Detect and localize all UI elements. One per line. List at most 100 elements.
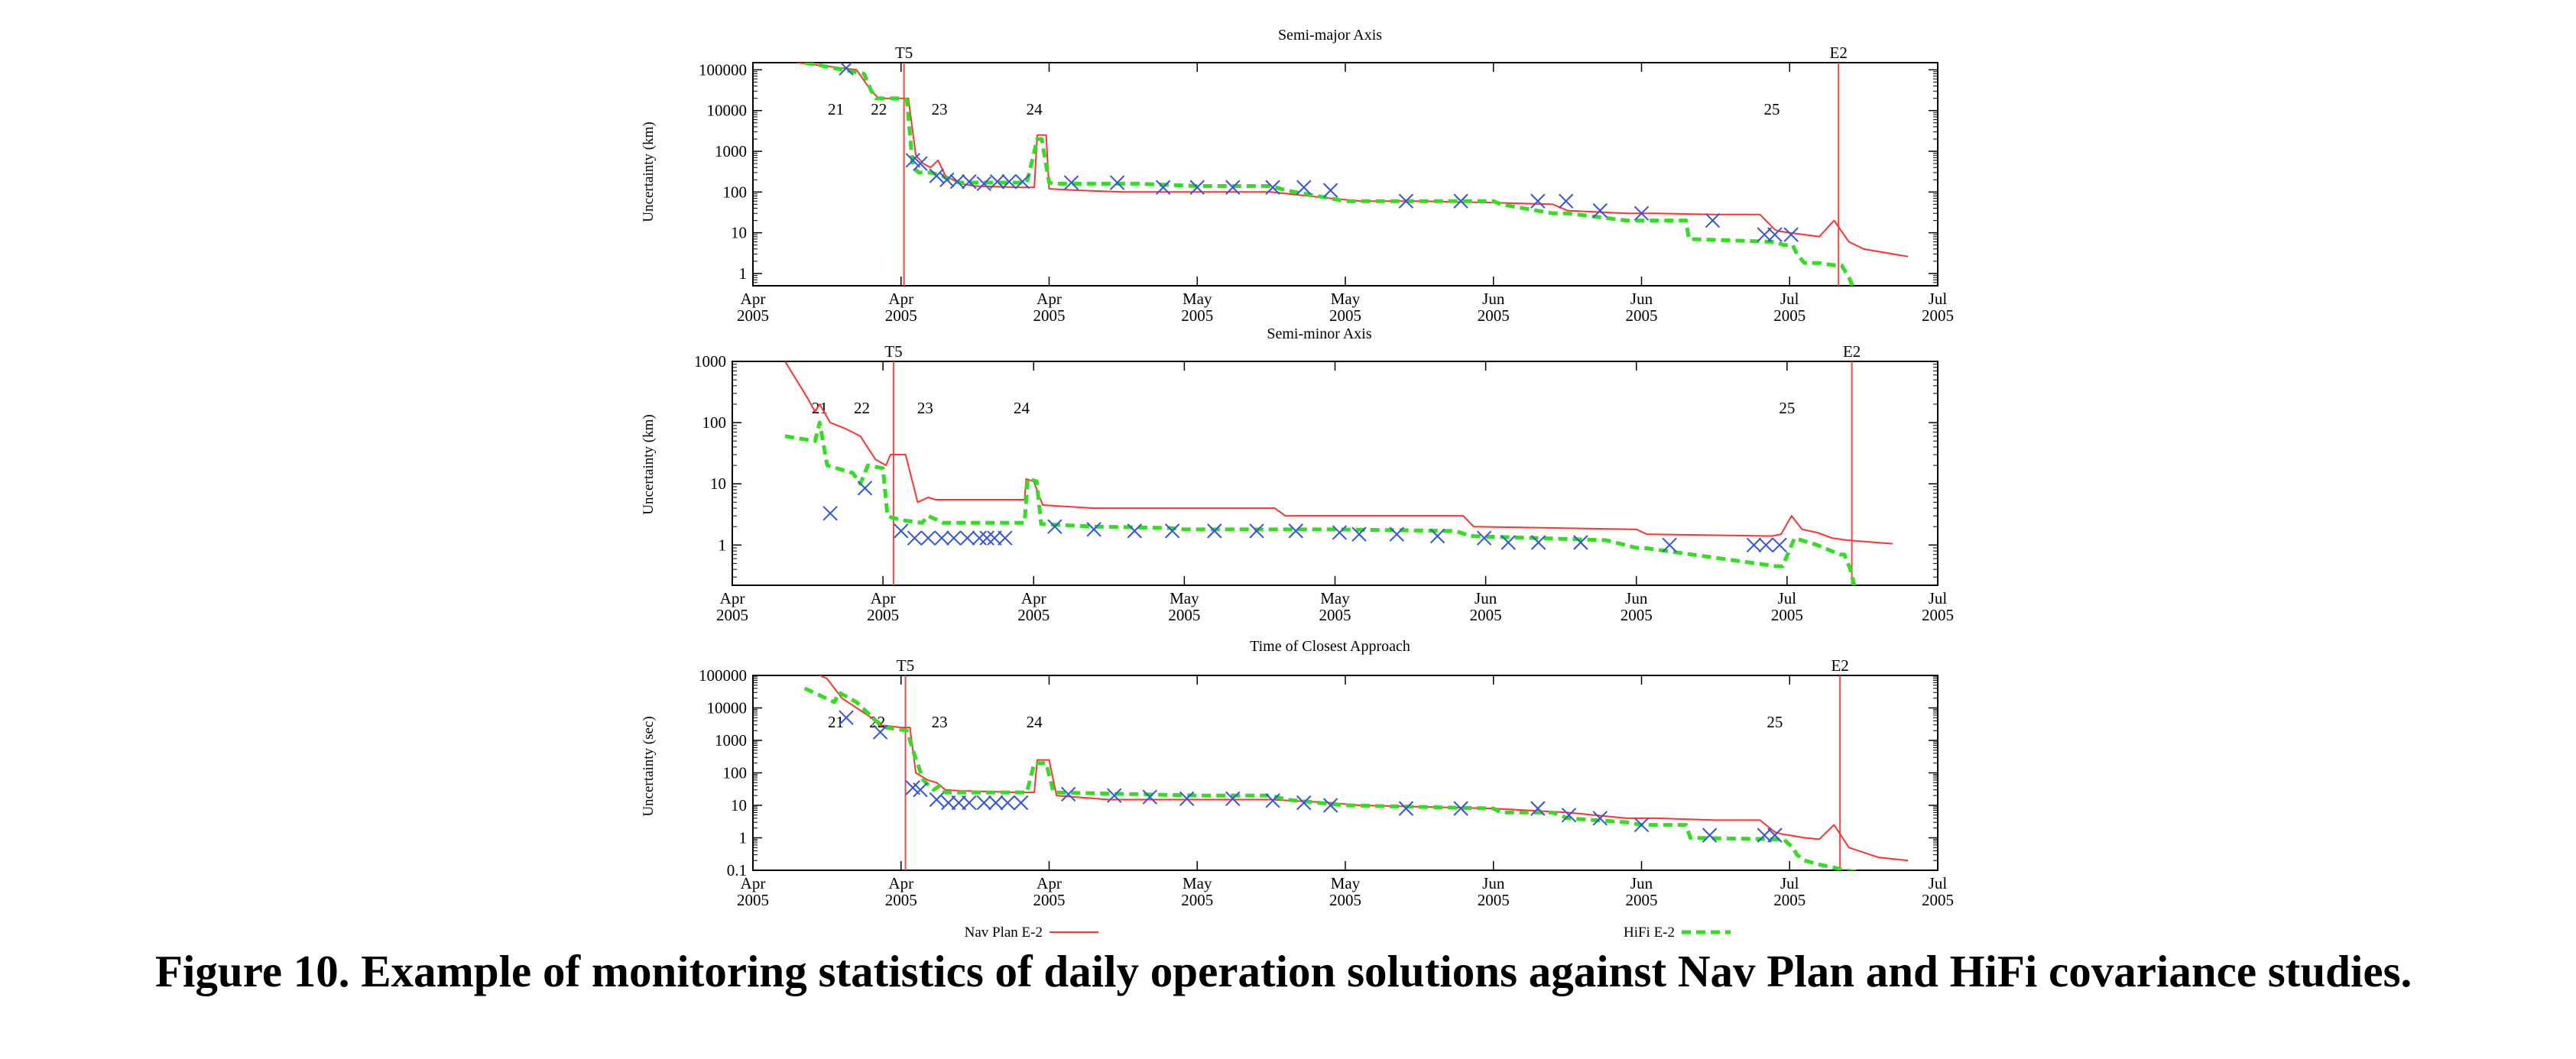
x-tick-label-year: 2005 [1922, 606, 1954, 624]
x-tick-label-year: 2005 [1329, 306, 1361, 325]
daily-solution-marker [998, 530, 1013, 546]
x-tick-label-year: 2005 [1033, 306, 1066, 325]
daily-solution-marker [1758, 537, 1773, 553]
encounter-label: 25 [1767, 713, 1783, 731]
legend-label-hifi: HiFi E-2 [1624, 925, 1675, 941]
daily-solution-marker [1662, 537, 1677, 553]
x-tick-label-year: 2005 [1771, 606, 1803, 624]
daily-solution-marker [1702, 827, 1718, 843]
x-tick-label-year: 2005 [1319, 606, 1351, 624]
x-tick-label-month: May [1320, 589, 1350, 607]
event-label-e2: E2 [1831, 656, 1848, 675]
y-tick-label: 10 [731, 224, 747, 242]
plot-frame [732, 361, 1938, 586]
daily-solution-marker [1000, 795, 1015, 811]
daily-solution-marker [1429, 528, 1445, 544]
daily-solution-marker [1757, 227, 1773, 242]
daily-solution-marker [1530, 535, 1546, 550]
event-label-e2: E2 [1830, 44, 1848, 62]
encounter-label: 24 [1027, 100, 1043, 118]
y-tick-label: 10000 [707, 699, 748, 717]
x-tick-label-month: Jun [1630, 290, 1653, 308]
daily-solution-marker [1453, 193, 1468, 209]
hifi-series-line [804, 63, 1855, 286]
encounter-label: 23 [917, 399, 933, 417]
daily-solution-marker [1107, 788, 1122, 803]
daily-solution-marker [1757, 827, 1773, 843]
daily-solution-marker [1322, 183, 1338, 198]
nav-plan-series-line [784, 361, 1893, 545]
daily-solution-marker [1772, 537, 1787, 553]
daily-solution-marker [839, 710, 854, 726]
daily-solution-marker [1322, 798, 1338, 813]
plot-area-1: 110100100010000100000Apr2005Apr2005Apr20… [699, 44, 1954, 325]
x-tick-label-year: 2005 [1181, 306, 1213, 325]
x-tick-label-month: Apr [741, 290, 766, 308]
daily-solution-marker [1398, 193, 1414, 209]
x-tick-label-year: 2005 [867, 606, 899, 624]
daily-solution-marker [894, 523, 909, 539]
x-tick-label-month: Jun [1475, 589, 1497, 607]
event-label-t5: T5 [884, 342, 902, 361]
panel-semi-minor-axis: Semi-minor Axis Uncertainty (km) [641, 325, 1372, 515]
encounter-label: 24 [1027, 713, 1043, 731]
plot-area-2: 1101001000Apr2005Apr2005Apr2005May2005Ma… [694, 342, 1954, 624]
y-tick-label: 1000 [694, 352, 726, 371]
y-tick-label: 100 [702, 413, 727, 432]
daily-solution-marker [1573, 535, 1588, 550]
y-tick-label: 1000 [715, 142, 747, 160]
daily-solution-marker [913, 156, 928, 171]
daily-solution-marker [929, 792, 944, 808]
x-tick-label-month: Apr [1037, 874, 1062, 892]
daily-solution-marker [1127, 523, 1143, 539]
panel-semi-major-axis: Semi-major Axis Uncertainty (km) [641, 27, 1382, 222]
x-tick-label-year: 2005 [716, 606, 748, 624]
daily-solution-marker [959, 530, 975, 546]
daily-solution-marker [976, 795, 991, 811]
x-tick-label-month: Jun [1625, 589, 1648, 607]
daily-solution-marker [941, 795, 956, 811]
daily-solution-marker [822, 506, 838, 521]
daily-solution-marker [989, 174, 1005, 189]
daily-solution-marker [1398, 801, 1414, 816]
event-label-t5: T5 [897, 656, 914, 675]
daily-solution-marker [1351, 526, 1367, 542]
series-group [796, 63, 1909, 286]
x-tick-label-month: Jul [1778, 589, 1797, 607]
x-tick-label-month: Jun [1482, 290, 1505, 308]
daily-solution-marker [962, 795, 977, 811]
x-tick-label-year: 2005 [1329, 891, 1361, 909]
daily-solution-marker [1063, 175, 1079, 190]
daily-solution-marker [1060, 786, 1076, 802]
daily-solution-marker [905, 153, 920, 168]
x-tick-label-month: Apr [1037, 290, 1062, 308]
encounter-label: 22 [871, 100, 887, 118]
daily-solution-marker [1705, 212, 1721, 228]
daily-solution-marker [1767, 227, 1783, 242]
encounter-label: 21 [828, 713, 844, 731]
daily-solution-marker [907, 530, 923, 546]
daily-solution-marker [949, 174, 965, 189]
encounter-label: 23 [932, 100, 948, 118]
x-tick-label-month: Apr [888, 290, 913, 308]
daily-solution-marker [1288, 523, 1303, 539]
daily-solution-marker [913, 782, 928, 798]
y-tick-label: 100000 [699, 60, 747, 79]
x-tick-label-year: 2005 [1626, 306, 1658, 325]
daily-solution-marker [1265, 180, 1280, 195]
y-tick-label: 10 [710, 474, 726, 493]
plot-frame [752, 675, 1938, 871]
hifi-series-line [803, 686, 1857, 870]
x-tick-label-month: May [1183, 290, 1212, 308]
encounter-label: 22 [854, 399, 870, 417]
x-tick-label-year: 2005 [1773, 891, 1805, 909]
daily-solution-marker [1014, 174, 1030, 189]
encounter-label: 21 [828, 100, 844, 118]
x-tick-label-year: 2005 [1033, 891, 1066, 909]
legend-label-nav-plan: Nav Plan E-2 [965, 925, 1043, 941]
plots: 110100100010000100000Apr2005Apr2005Apr20… [694, 44, 1954, 909]
x-tick-label-month: May [1170, 589, 1199, 607]
x-tick-label-month: May [1331, 874, 1361, 892]
daily-solution-marker [1047, 519, 1063, 534]
